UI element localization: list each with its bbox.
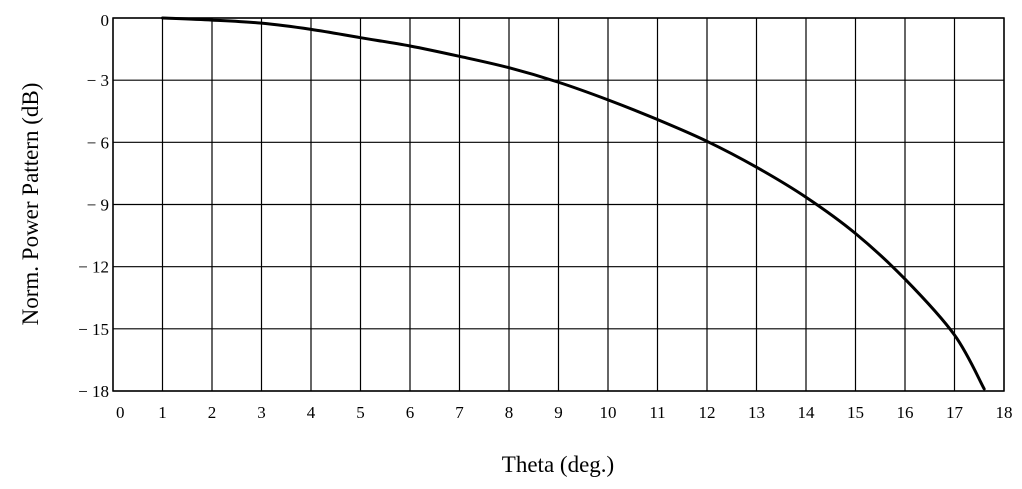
- data-series-layer: [161, 16, 986, 391]
- x-tick-label: 9: [554, 403, 563, 422]
- x-tick-label: 4: [307, 403, 316, 422]
- x-axis-ticks: 0 1 2 3 4 5 6 7 8 9 10 11 12 13 14 15 16 17 18: [116, 403, 1013, 422]
- x-tick-label: 2: [208, 403, 217, 422]
- y-tick-label: 0: [101, 11, 110, 30]
- y-tick-label: − 18: [78, 382, 109, 401]
- x-tick-label: 0: [116, 403, 125, 422]
- x-tick-label: 5: [356, 403, 365, 422]
- x-tick-label: 3: [257, 403, 266, 422]
- y-tick-label: − 12: [78, 258, 109, 277]
- x-axis-title: Theta (deg.): [502, 452, 614, 477]
- x-tick-label: 1: [158, 403, 167, 422]
- y-tick-label: − 3: [87, 71, 109, 90]
- plot-area-frame: [112, 17, 1005, 392]
- x-tick-label: 10: [600, 403, 617, 422]
- x-tick-label: 14: [798, 403, 816, 422]
- x-tick-label: 15: [847, 403, 864, 422]
- x-tick-label: 6: [406, 403, 415, 422]
- y-tick-label: − 6: [87, 133, 109, 152]
- x-tick-label: 17: [946, 403, 964, 422]
- grid-lines: [112, 17, 1005, 392]
- y-tick-label: − 9: [87, 196, 109, 215]
- x-tick-label: 11: [649, 403, 665, 422]
- x-tick-label: 12: [699, 403, 716, 422]
- x-tick-label: 18: [996, 403, 1013, 422]
- y-axis-ticks: 0 − 3 − 6 − 9 − 12 − 15 − 18: [78, 11, 109, 401]
- x-tick-label: 8: [505, 403, 514, 422]
- x-tick-label: 7: [455, 403, 464, 422]
- y-tick-label: − 15: [78, 320, 109, 339]
- x-tick-label: 13: [748, 403, 765, 422]
- power-pattern-curve: [161, 16, 986, 391]
- y-axis-title: Norm. Power Pattern (dB): [18, 83, 43, 326]
- x-tick-label: 16: [897, 403, 914, 422]
